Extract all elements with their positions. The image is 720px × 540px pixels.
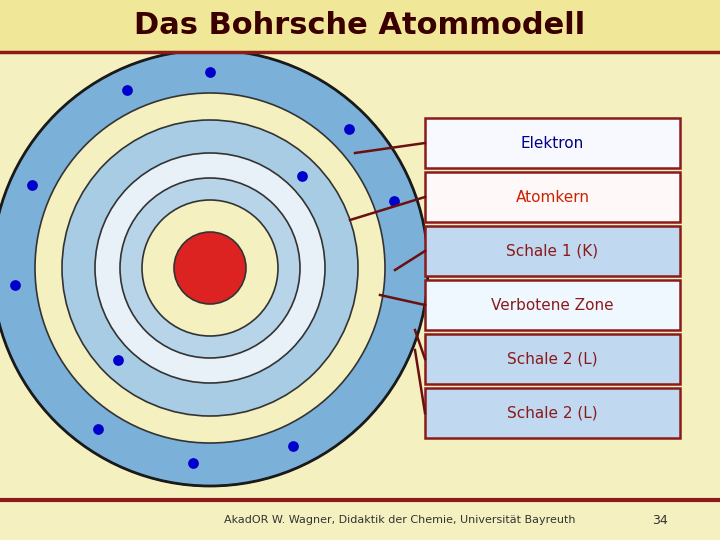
Text: Schale 2 (L): Schale 2 (L): [507, 406, 598, 421]
Circle shape: [142, 200, 278, 336]
Point: [343, 125, 354, 134]
Point: [204, 68, 216, 76]
Bar: [425, 334, 680, 384]
Point: [287, 441, 299, 450]
Bar: [0, 0, 720, 52]
Text: Elektron: Elektron: [521, 136, 584, 151]
Text: Schale 1 (K): Schale 1 (K): [506, 244, 598, 259]
Point: [9, 281, 20, 289]
Circle shape: [0, 50, 428, 486]
Circle shape: [174, 232, 246, 304]
Text: 34: 34: [652, 514, 668, 526]
Circle shape: [95, 153, 325, 383]
Text: Schale 2 (L): Schale 2 (L): [507, 352, 598, 367]
Point: [92, 424, 104, 433]
Bar: [425, 226, 680, 276]
Bar: [425, 388, 680, 438]
Point: [122, 86, 133, 94]
Text: AkadOR W. Wagner, Didaktik der Chemie, Universität Bayreuth: AkadOR W. Wagner, Didaktik der Chemie, U…: [224, 515, 576, 525]
Point: [27, 181, 38, 190]
Circle shape: [120, 178, 300, 358]
Bar: [425, 280, 680, 330]
Point: [296, 172, 307, 180]
Bar: [425, 172, 680, 222]
Circle shape: [35, 93, 385, 443]
Text: Atomkern: Atomkern: [516, 190, 590, 205]
Point: [112, 356, 124, 364]
Circle shape: [62, 120, 358, 416]
Bar: [425, 118, 680, 168]
Point: [388, 197, 400, 205]
Point: [187, 459, 199, 468]
Text: Das Bohrsche Atommodell: Das Bohrsche Atommodell: [135, 11, 585, 40]
Text: Verbotene Zone: Verbotene Zone: [491, 298, 614, 313]
